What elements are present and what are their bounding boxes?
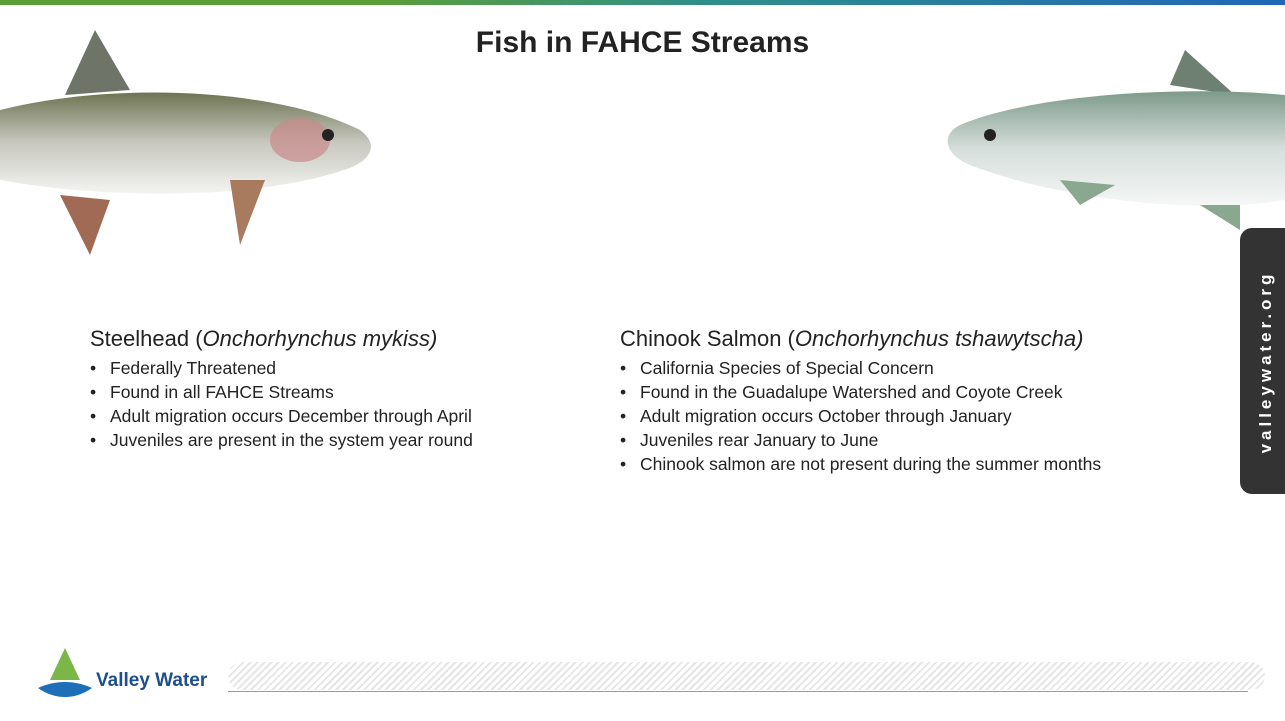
common-name: Chinook Salmon ( (620, 326, 795, 351)
fact-item: California Species of Special Concern (640, 356, 1210, 380)
footer-bar (228, 662, 1265, 690)
fact-item: Found in the Guadalupe Watershed and Coy… (640, 380, 1210, 404)
steelhead-image (0, 30, 371, 255)
fact-item: Juveniles are present in the system year… (110, 428, 530, 452)
species-heading: Chinook Salmon (Onchorhynchus tshawytsch… (620, 326, 1210, 352)
fact-item: Adult migration occurs October through J… (640, 404, 1210, 428)
species-section: Steelhead (Onchorhynchus mykiss) Federal… (90, 326, 530, 452)
common-name: Steelhead ( (90, 326, 203, 351)
fact-item: Adult migration occurs December through … (110, 404, 530, 428)
slide-title: Fish in FAHCE Streams (0, 26, 1285, 60)
footer-line (228, 691, 1248, 692)
fact-item: Juveniles rear January to June (640, 428, 1210, 452)
side-tab-text: valleywater.org (1256, 271, 1276, 454)
chinook-image (948, 50, 1285, 230)
species-heading: Steelhead (Onchorhynchus mykiss) (90, 326, 530, 352)
fact-list: Federally ThreatenedFound in all FAHCE S… (90, 356, 530, 452)
fact-item: Federally Threatened (110, 356, 530, 380)
scientific-name: Onchorhynchus mykiss) (203, 326, 438, 351)
slide: Fish in FAHCE Streams Steelhead (Onchorh… (0, 0, 1285, 721)
logo-text: Valley Water (96, 670, 207, 692)
species-section: Chinook Salmon (Onchorhynchus tshawytsch… (620, 326, 1210, 476)
scientific-name: Onchorhynchus tshawytscha) (795, 326, 1084, 351)
logo-icon (38, 648, 92, 697)
fact-item: Found in all FAHCE Streams (110, 380, 530, 404)
fact-item: Chinook salmon are not present during th… (640, 452, 1210, 476)
fact-list: California Species of Special ConcernFou… (620, 356, 1210, 476)
